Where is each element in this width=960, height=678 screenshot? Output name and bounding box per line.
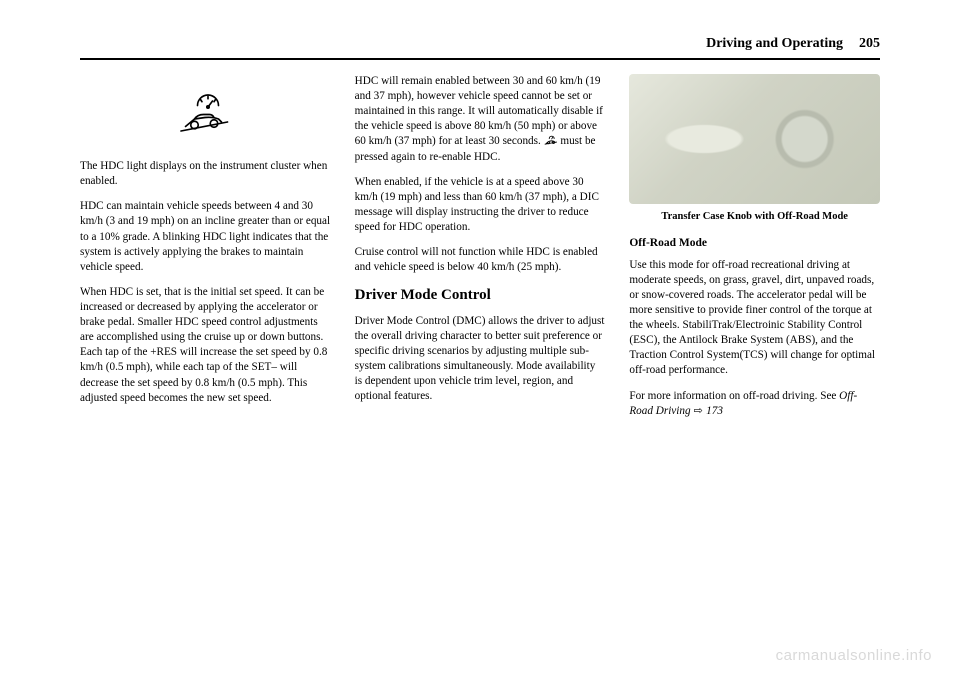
- body-text: HDC will remain enabled between 30 and 6…: [355, 74, 606, 165]
- manual-page: Driving and Operating 205: [0, 0, 960, 678]
- cross-reference-arrow-icon: ⇨: [691, 405, 707, 417]
- body-text: When HDC is set, that is the initial set…: [80, 285, 331, 406]
- body-text: Driver Mode Control (DMC) allows the dri…: [355, 314, 606, 405]
- paragraph-heading: Off-Road Mode: [629, 236, 880, 252]
- body-text: Use this mode for off-road recreational …: [629, 258, 880, 379]
- body-text: HDC can maintain vehicle speeds between …: [80, 199, 331, 275]
- transfer-case-knob-photo: [629, 74, 880, 204]
- body-text: Cruise control will not function while H…: [355, 245, 606, 275]
- header-rule: [80, 58, 880, 60]
- body-text: For more information on off-road driving…: [629, 389, 880, 419]
- page-header: Driving and Operating 205: [80, 34, 880, 52]
- section-heading: Driver Mode Control: [355, 285, 606, 305]
- column-2: HDC will remain enabled between 30 and 6…: [355, 74, 606, 429]
- content-columns: The HDC light displays on the instrument…: [80, 74, 880, 429]
- body-text: When enabled, if the vehicle is at a spe…: [355, 175, 606, 235]
- watermark-text: carmanualsonline.info: [776, 647, 932, 664]
- hdc-indicator-icon: [544, 135, 558, 147]
- body-text-fragment: For more information on off-road driving…: [629, 390, 839, 402]
- page-number: 205: [859, 36, 880, 51]
- body-text: The HDC light displays on the instrument…: [80, 159, 331, 189]
- cross-reference-page: 173: [706, 405, 723, 417]
- hdc-indicator-icon: [80, 92, 331, 139]
- image-caption: Transfer Case Knob with Off-Road Mode: [629, 210, 880, 224]
- column-3: Transfer Case Knob with Off-Road Mode Of…: [629, 74, 880, 429]
- section-title: Driving and Operating: [694, 36, 843, 51]
- column-1: The HDC light displays on the instrument…: [80, 74, 331, 429]
